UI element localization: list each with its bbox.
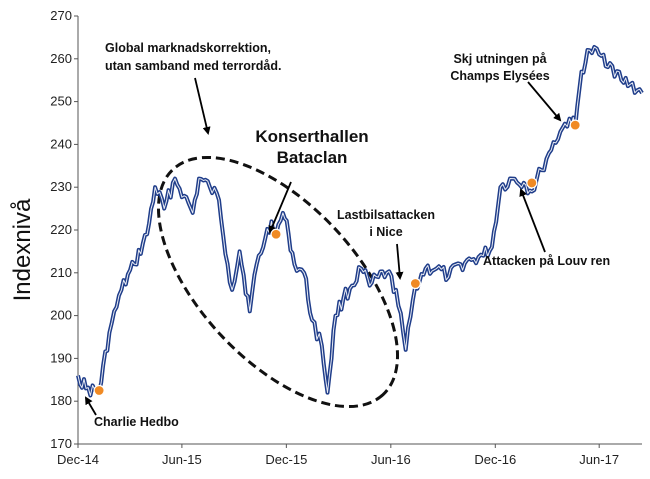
y-tick-label: 190 <box>50 350 72 365</box>
x-tick-label: Jun-16 <box>371 452 411 467</box>
annotation-arrow-1 <box>268 181 292 234</box>
annotation-5-line: Global marknadskorrektion, <box>105 41 271 55</box>
annotation-1: Konserthallen Bataclan <box>255 127 368 167</box>
axes: 170 180 190 200 210 220 230 240 250 260 270 Dec-14 J… <box>50 8 642 467</box>
event-marker-4 <box>569 119 581 131</box>
annotation-arrow-2 <box>395 243 404 280</box>
annotation-arrow-5 <box>194 77 211 135</box>
y-tick-label: 210 <box>50 265 72 280</box>
annotation-arrow-4 <box>527 81 562 122</box>
y-tick-label: 170 <box>50 436 72 451</box>
annotation-2: Lastbilsattacken i Nice <box>337 208 435 239</box>
x-tick-label: Dec-15 <box>265 452 307 467</box>
annotation-0-line: Charlie Hedbo <box>94 415 179 429</box>
event-marker-3 <box>526 177 538 189</box>
annotation-3: Attacken på Louv ren <box>483 254 610 268</box>
series-line-inner <box>77 46 643 396</box>
y-tick-label: 270 <box>50 8 72 23</box>
annotation-5-line: utan samband med terrordåd. <box>105 59 281 73</box>
y-axis-label: Indexnivå <box>9 198 36 301</box>
x-tick-label: Dec-14 <box>57 452 99 467</box>
y-tick-label: 240 <box>50 136 72 151</box>
annotation-3-line: Attacken på Louv ren <box>483 254 610 268</box>
annotation-2-line: i Nice <box>369 225 402 239</box>
event-marker-0 <box>93 384 105 397</box>
event-marker-1 <box>270 228 282 240</box>
highlight-ellipse-layer <box>156 155 400 409</box>
annotation-2-line: Lastbilsattacken <box>337 208 435 222</box>
arrow-layer <box>84 77 562 416</box>
x-tick-label: Jun-15 <box>162 452 202 467</box>
annotation-4-line: Champs Elysées <box>450 69 549 83</box>
series-layer <box>76 45 644 398</box>
annotation-layer: Charlie Hedbo Konserthallen Bataclan Lastbi… <box>94 41 610 429</box>
y-tick-label: 260 <box>50 51 72 66</box>
y-tick-label: 220 <box>50 222 72 237</box>
y-tick-label: 230 <box>50 179 72 194</box>
x-tick-label: Jun-17 <box>579 452 619 467</box>
x-tick-label: Dec-16 <box>474 452 516 467</box>
annotation-1-line: Bataclan <box>277 148 348 167</box>
y-tick-label: 180 <box>50 393 72 408</box>
annotation-0: Charlie Hedbo <box>94 415 179 429</box>
y-tick-label: 200 <box>50 308 72 323</box>
annotation-4: Skj utningen på Champs Elysées <box>450 52 549 83</box>
event-marker-layer <box>93 119 581 397</box>
y-tick-label: 250 <box>50 94 72 109</box>
annotation-4-line: Skj utningen på <box>453 52 546 66</box>
correction-period-ellipse <box>156 155 400 409</box>
annotation-arrow-0 <box>84 396 97 416</box>
annotation-arrow-3 <box>519 188 546 253</box>
annotation-5: Global marknadskorrektion, utan samband m… <box>105 41 281 73</box>
event-marker-2 <box>409 277 421 290</box>
annotation-1-line: Konserthallen <box>255 127 368 146</box>
